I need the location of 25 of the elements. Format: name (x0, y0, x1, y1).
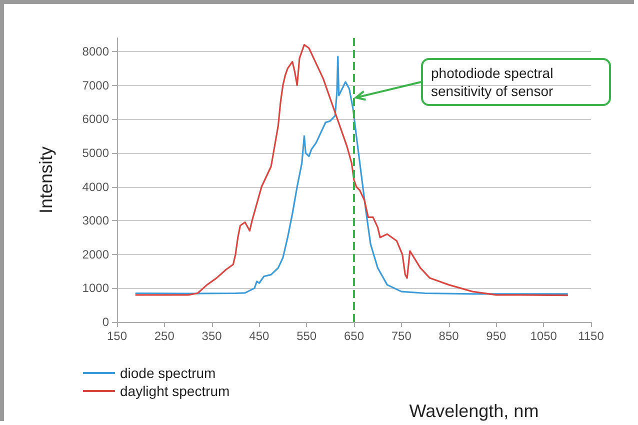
legend-label: daylight spectrum (120, 383, 230, 399)
x-tick-label: 750 (391, 329, 412, 343)
x-tick-label: 1150 (578, 329, 604, 343)
x-tick-label: 350 (202, 329, 222, 343)
ref-line-label: photodiode spectral sensitivity of sensor (431, 64, 554, 100)
x-tick-label: 550 (296, 329, 317, 343)
x-tick-label: 450 (249, 329, 270, 343)
x-tick-label: 150 (106, 329, 128, 343)
x-tick-label: 250 (154, 329, 175, 343)
x-tick-label: 650 (344, 329, 364, 343)
x-axis-title: Wavelength, nm (409, 401, 539, 421)
legend-label: diode spectrum (120, 365, 216, 381)
y-tick-label: 6000 (82, 112, 110, 126)
x-tick-label: 1050 (530, 329, 558, 343)
x-tick-label: 850 (438, 329, 460, 343)
y-tick-label: 3000 (82, 214, 110, 228)
y-tick-label: 5000 (82, 146, 110, 160)
y-tick-label: 1000 (82, 281, 110, 296)
y-tick-label: 4000 (82, 180, 110, 194)
y-tick-label: 0 (102, 315, 110, 329)
y-tick-label: 2000 (82, 247, 110, 262)
y-tick-label: 8000 (82, 44, 110, 59)
y-tick-label: 7000 (82, 78, 110, 92)
y-axis-title: Intensity (36, 146, 56, 214)
x-tick-label: 950 (486, 329, 507, 343)
